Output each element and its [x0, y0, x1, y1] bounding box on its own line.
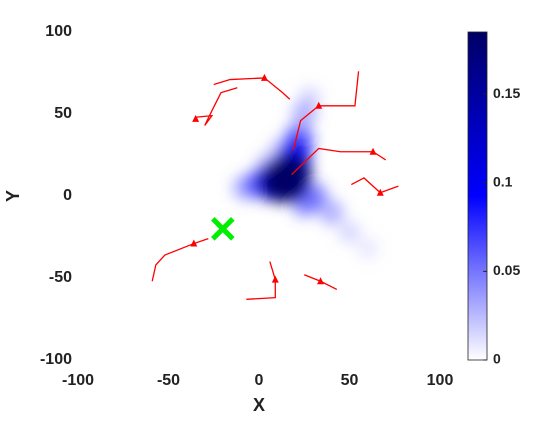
density-cell — [338, 220, 361, 244]
x-tick-label: -50 — [157, 372, 180, 389]
trajectory — [213, 77, 291, 100]
colorbar — [467, 31, 488, 361]
y-tick-label: -100 — [40, 351, 72, 368]
density-cell — [318, 199, 345, 226]
trajectory-marker — [192, 114, 200, 122]
trajectory-marker — [190, 239, 198, 247]
y-tick-label: 50 — [54, 105, 72, 122]
y-tick-label: 0 — [63, 187, 72, 204]
x-axis-label: X — [253, 395, 265, 415]
colorbar-tick-label: 0.1 — [493, 173, 513, 189]
colorbar-tick-label: 0 — [493, 351, 501, 367]
density-cell — [357, 237, 379, 259]
trajectory-marker — [271, 275, 279, 283]
trajectory-marker — [317, 277, 325, 285]
trajectory — [195, 87, 238, 126]
x-tick-label: 50 — [341, 372, 359, 389]
y-axis-label: Y — [3, 190, 23, 202]
x-tick-label: -100 — [62, 372, 94, 389]
x-tick-label: 100 — [427, 372, 454, 389]
target-marker — [211, 217, 235, 241]
colorbar-tick-label: 0.15 — [493, 85, 520, 101]
trajectory — [151, 238, 209, 282]
density-map — [231, 86, 379, 259]
density-cell — [291, 101, 318, 127]
y-tick-label: -50 — [49, 269, 72, 286]
trajectory — [246, 261, 276, 300]
colorbar-tick-label: 0.05 — [493, 262, 520, 278]
trajectory-marker — [376, 188, 384, 196]
trajectory — [351, 177, 399, 194]
x-tick-label: 0 — [255, 372, 264, 389]
trajectory-marker — [369, 147, 377, 155]
trajectory-marker — [315, 101, 323, 109]
y-tick-label: 100 — [45, 23, 72, 40]
trajectory-marker — [260, 73, 268, 81]
trajectory — [291, 147, 387, 176]
